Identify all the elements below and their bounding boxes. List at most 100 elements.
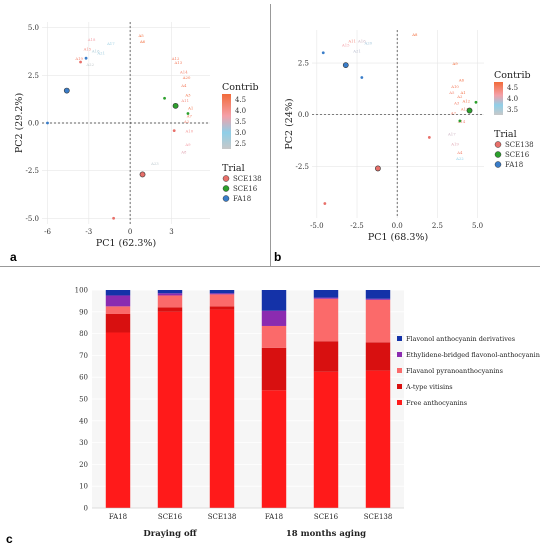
- variable-label: A6: [139, 39, 146, 44]
- y-tick-label: -5.0: [26, 215, 40, 223]
- trial-legend-title: Trial: [222, 163, 245, 174]
- bar-segment: [261, 290, 287, 311]
- bar-segment: [313, 290, 339, 298]
- variable-label: A22: [455, 156, 464, 161]
- variable-label: A11: [180, 98, 189, 103]
- y-tick-label: 70: [79, 352, 88, 360]
- x-tick-label: -3: [85, 228, 92, 236]
- bar-segment: [365, 370, 391, 508]
- trial-legend-marker: [494, 161, 502, 168]
- variable-label: A7: [450, 111, 457, 116]
- variable-label: A3: [453, 100, 460, 105]
- variable-label: A10: [185, 129, 194, 134]
- bar-segment: [157, 290, 183, 294]
- pca-plot-a: -6 -3 0 3 5.0 2.5 0.0 -2.5 -5.0 PC1 (62.3%) PC2 (2…: [14, 22, 262, 249]
- pca-plot-b: -5.0 -2.5 0.0 2.5 5.0 2.5 0.0 -2.5 PC1 (68.3%) PC…: [284, 30, 534, 243]
- trial-legend-label: FA18: [505, 161, 523, 169]
- y-tick-label: -2.5: [26, 167, 40, 175]
- individual-point: [474, 100, 478, 104]
- trial-legend-title: Trial: [494, 129, 517, 140]
- variable-label: A4: [456, 150, 463, 155]
- variable-label: A2: [183, 119, 190, 124]
- legend-swatch: [397, 384, 402, 389]
- bar-segment: [105, 290, 131, 296]
- bar-segment: [157, 311, 183, 508]
- variable-label: A13: [174, 60, 183, 65]
- x-axis-label: PC1 (68.3%): [368, 232, 428, 243]
- contrib-legend-label: 4.0: [235, 107, 246, 115]
- vertical-divider: [270, 4, 271, 266]
- trial-legend-marker: [222, 185, 230, 192]
- variable-label: A19: [74, 56, 83, 61]
- x-tick-label: SCE138: [364, 513, 393, 521]
- y-tick-label: 80: [79, 330, 88, 338]
- variable-label: A10: [450, 84, 459, 89]
- panel-label-c: c: [6, 532, 13, 546]
- trial-legend-marker: [494, 141, 502, 148]
- trial-legend-label: SCE16: [233, 185, 258, 193]
- variable-label: A5: [448, 90, 455, 95]
- individual-point: [458, 119, 462, 123]
- individual-point: [321, 51, 325, 55]
- legend-label: Flavanol pyranoanthocyanins: [406, 367, 503, 375]
- bar-segment: [261, 390, 287, 508]
- individual-point: [84, 56, 88, 60]
- bar-segment: [209, 294, 235, 307]
- individual-point: [427, 136, 431, 139]
- y-tick-label: -2.5: [296, 163, 310, 171]
- bar-segment: [209, 306, 235, 310]
- bar-segment: [261, 310, 287, 326]
- variable-label: A18: [87, 37, 96, 42]
- x-tick-label: SCE16: [314, 513, 339, 521]
- bar-segment: [105, 313, 131, 333]
- group-label: 18 months aging: [286, 529, 366, 539]
- x-tick-label: FA18: [109, 513, 127, 521]
- legend-label: A-type vitisins: [405, 383, 453, 391]
- y-tick-label: 60: [79, 374, 88, 382]
- variable-label: A20: [363, 40, 372, 45]
- stacked-bar-chart-c: 0 10 20 30 40 50 60 70 80 90 100 FA18 SCE16 SCE138 FA1…: [75, 287, 540, 540]
- group-centroid: [63, 87, 70, 94]
- variable-label: A20: [182, 75, 191, 80]
- y-tick-label: 2.5: [28, 72, 39, 80]
- variable-label: A3: [184, 92, 191, 97]
- individual-point: [46, 121, 49, 125]
- variable-label: A11: [347, 38, 356, 43]
- contrib-legend-label: 4.5: [507, 84, 518, 92]
- plot-area: [312, 30, 484, 218]
- y-axis-label: PC2 (29.2%): [14, 93, 25, 153]
- contrib-legend-title: Contrib: [494, 70, 531, 81]
- variable-label: A8: [180, 149, 187, 154]
- bar-segment: [313, 297, 339, 299]
- x-tick-label: 2.5: [432, 222, 443, 230]
- individual-point: [186, 112, 190, 115]
- group-centroid: [172, 102, 179, 109]
- trial-legend-marker: [222, 175, 230, 182]
- y-tick-label: 5.0: [28, 24, 39, 32]
- x-axis-label: PC1 (62.3%): [96, 238, 156, 249]
- y-tick-label: 50: [79, 396, 88, 404]
- legend-label: Ethylidene-bridged flavonol-anthocyanins: [406, 351, 540, 359]
- variable-label: A2: [456, 94, 463, 99]
- variable-label: A12: [171, 56, 180, 61]
- x-tick-label: SCE138: [208, 513, 237, 521]
- contrib-legend-title: Contrib: [222, 82, 259, 93]
- y-tick-label: 90: [79, 308, 88, 316]
- x-tick-label: 0: [128, 228, 132, 236]
- individual-point: [79, 60, 82, 64]
- panel-label-a: a: [10, 250, 17, 264]
- variable-label: A4: [180, 83, 187, 88]
- y-tick-label: 40: [79, 417, 88, 425]
- trial-legend-marker: [494, 151, 502, 158]
- y-tick-label: 20: [79, 461, 88, 469]
- bar-segment: [105, 332, 131, 508]
- contrib-colorbar: [222, 94, 231, 149]
- bar-segment: [157, 295, 183, 308]
- bar-segment: [365, 298, 391, 300]
- variable-label: A22: [85, 62, 94, 67]
- y-tick-label: 30: [79, 439, 88, 447]
- variable-label: A5: [138, 33, 145, 38]
- variable-label: A15: [83, 47, 92, 52]
- variable-label: A16: [357, 38, 366, 43]
- variable-label: A7: [186, 113, 193, 118]
